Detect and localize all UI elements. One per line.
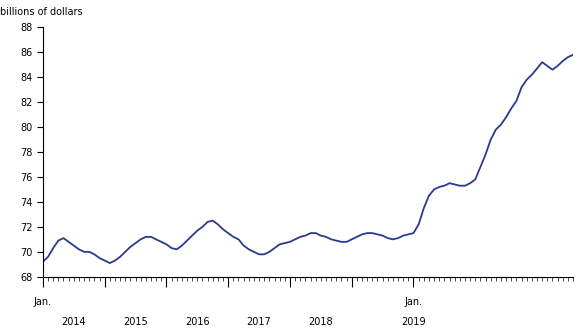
Text: billions of dollars: billions of dollars: [1, 7, 83, 17]
Text: 2014: 2014: [61, 317, 86, 327]
Text: 2019: 2019: [401, 317, 426, 327]
Text: Jan.: Jan.: [404, 297, 423, 307]
Text: 2018: 2018: [309, 317, 333, 327]
Text: Jan.: Jan.: [34, 297, 52, 307]
Text: 2016: 2016: [185, 317, 209, 327]
Text: 2017: 2017: [246, 317, 271, 327]
Text: 2015: 2015: [123, 317, 148, 327]
